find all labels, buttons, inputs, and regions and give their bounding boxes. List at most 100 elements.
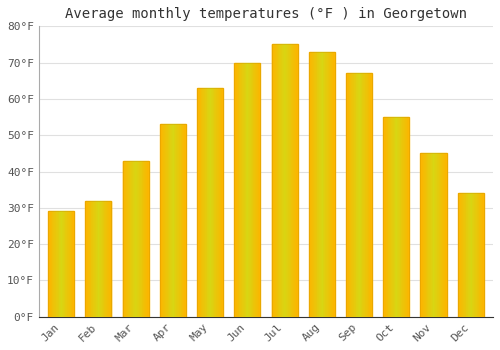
Bar (368, 74, 370, 317)
Bar (293, 44, 294, 317)
Bar (48, 211, 49, 317)
Bar (216, 88, 217, 317)
Bar (63, 211, 64, 317)
Bar (56, 211, 57, 317)
Bar (256, 63, 257, 317)
Bar (199, 88, 200, 317)
Bar (283, 44, 284, 317)
Bar (179, 124, 180, 317)
Bar (95, 201, 96, 317)
Bar (141, 161, 142, 317)
Bar (360, 74, 361, 317)
Bar (313, 52, 314, 317)
Bar (52, 211, 54, 317)
Bar (210, 88, 211, 317)
Bar (424, 153, 425, 317)
Bar (272, 44, 297, 317)
Bar (402, 117, 403, 317)
Bar (176, 124, 177, 317)
Bar (110, 201, 112, 317)
Bar (330, 52, 332, 317)
Bar (388, 117, 390, 317)
Bar (237, 63, 238, 317)
Bar (94, 201, 95, 317)
Bar (254, 63, 255, 317)
Bar (284, 44, 286, 317)
Bar (350, 74, 351, 317)
Bar (393, 117, 394, 317)
Bar (138, 161, 139, 317)
Bar (319, 52, 320, 317)
Bar (101, 201, 102, 317)
Bar (167, 124, 168, 317)
Bar (72, 211, 74, 317)
Bar (366, 74, 367, 317)
Bar (185, 124, 186, 317)
Bar (235, 63, 236, 317)
Bar (168, 124, 170, 317)
Bar (474, 193, 475, 317)
Bar (242, 63, 243, 317)
Bar (294, 44, 295, 317)
Bar (461, 193, 462, 317)
Bar (49, 211, 50, 317)
Bar (57, 211, 58, 317)
Bar (292, 44, 293, 317)
Bar (108, 201, 109, 317)
Bar (327, 52, 328, 317)
Bar (222, 88, 223, 317)
Bar (109, 201, 110, 317)
Bar (351, 74, 352, 317)
Bar (160, 124, 162, 317)
Bar (173, 124, 174, 317)
Bar (359, 74, 360, 317)
Bar (404, 117, 405, 317)
Bar (219, 88, 220, 317)
Bar (68, 211, 69, 317)
Bar (310, 52, 312, 317)
Bar (272, 44, 274, 317)
Bar (214, 88, 216, 317)
Bar (286, 44, 287, 317)
Bar (470, 193, 472, 317)
Bar (69, 211, 70, 317)
Bar (422, 153, 423, 317)
Bar (464, 193, 466, 317)
Bar (275, 44, 276, 317)
Bar (426, 153, 428, 317)
Bar (66, 211, 67, 317)
Bar (252, 63, 254, 317)
Bar (86, 201, 87, 317)
Bar (236, 63, 237, 317)
Bar (58, 211, 59, 317)
Bar (162, 124, 164, 317)
Bar (200, 88, 202, 317)
Bar (432, 153, 434, 317)
Bar (390, 117, 391, 317)
Bar (385, 117, 386, 317)
Bar (251, 63, 252, 317)
Bar (312, 52, 313, 317)
Bar (281, 44, 282, 317)
Bar (445, 153, 446, 317)
Bar (346, 74, 372, 317)
Bar (400, 117, 402, 317)
Bar (352, 74, 353, 317)
Bar (234, 63, 260, 317)
Bar (218, 88, 219, 317)
Bar (289, 44, 290, 317)
Bar (136, 161, 138, 317)
Bar (170, 124, 171, 317)
Bar (104, 201, 106, 317)
Bar (318, 52, 319, 317)
Bar (241, 63, 242, 317)
Bar (386, 117, 388, 317)
Bar (274, 44, 275, 317)
Bar (258, 63, 260, 317)
Bar (198, 88, 199, 317)
Bar (204, 88, 205, 317)
Bar (480, 193, 481, 317)
Bar (255, 63, 256, 317)
Bar (483, 193, 484, 317)
Bar (147, 161, 148, 317)
